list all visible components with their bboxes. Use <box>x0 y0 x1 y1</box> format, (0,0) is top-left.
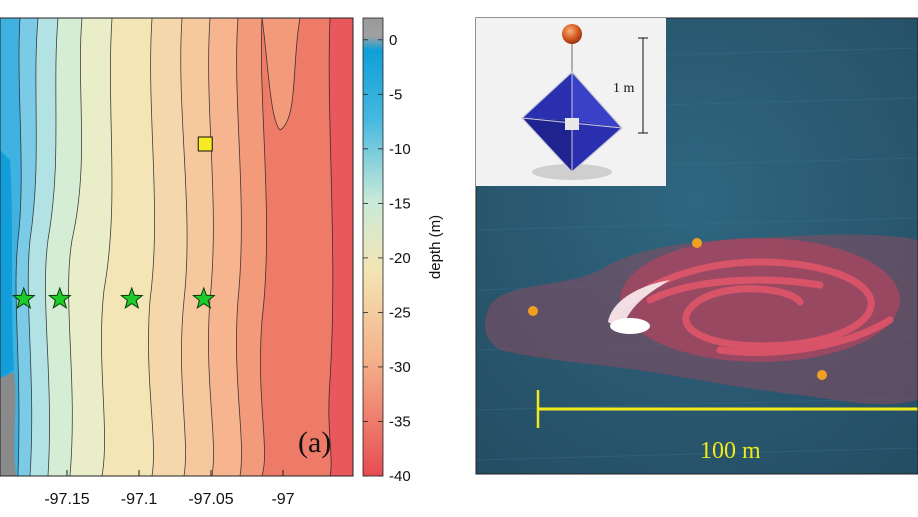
star-marker <box>119 286 144 310</box>
dye-patch <box>484 234 918 405</box>
colorbar-tick-label: -35 <box>389 413 411 430</box>
colorbar-tick-label: -25 <box>389 304 411 321</box>
float-buoy <box>562 24 582 44</box>
inset-scale-label: 1 m <box>613 81 635 96</box>
star-marker <box>191 286 216 310</box>
colorbar-tick-label: -40 <box>389 468 411 485</box>
station-markers <box>11 136 216 310</box>
star-marker <box>11 286 36 310</box>
scale-label: 100 m <box>700 438 761 464</box>
drifter-marker <box>528 306 538 316</box>
panel-label-a: (a) <box>298 426 331 459</box>
colorbar-tick-label: -15 <box>389 195 411 212</box>
colorbar: 0 -5 -10 -15 -20 -25 -30 -35 -40 depth (m) <box>362 17 444 485</box>
x-tick-label: -97.05 <box>188 491 233 508</box>
boat <box>610 318 650 334</box>
x-axis: -97.15 -97.1 -97.05 -97 <box>44 470 295 508</box>
square-marker <box>197 136 213 152</box>
star-marker <box>47 286 72 310</box>
x-tick-label: -97 <box>271 491 294 508</box>
colorbar-tick-label: 0 <box>389 32 397 49</box>
colorbar-tick-label: -30 <box>389 359 411 376</box>
aerial-photo: 100 m 1 m <box>475 17 918 475</box>
colorbar-tick-label: -20 <box>389 250 411 267</box>
x-tick-label: -97.1 <box>121 491 158 508</box>
colorbar-tick-label: -10 <box>389 141 411 158</box>
drifter-marker <box>817 370 827 380</box>
scale-bar: 100 m <box>536 390 918 464</box>
drifter-marker <box>692 238 702 248</box>
colorbar-tick-label: -5 <box>389 86 402 103</box>
drifter-inset: 1 m <box>476 18 666 186</box>
colorbar-scale <box>362 17 384 477</box>
octahedron-drogue <box>521 71 623 173</box>
bathymetry-map: -97.15 -97.1 -97.05 -97 (a) <box>0 17 354 508</box>
colorbar-label: depth (m) <box>427 215 444 279</box>
x-tick-label: -97.15 <box>44 491 89 508</box>
